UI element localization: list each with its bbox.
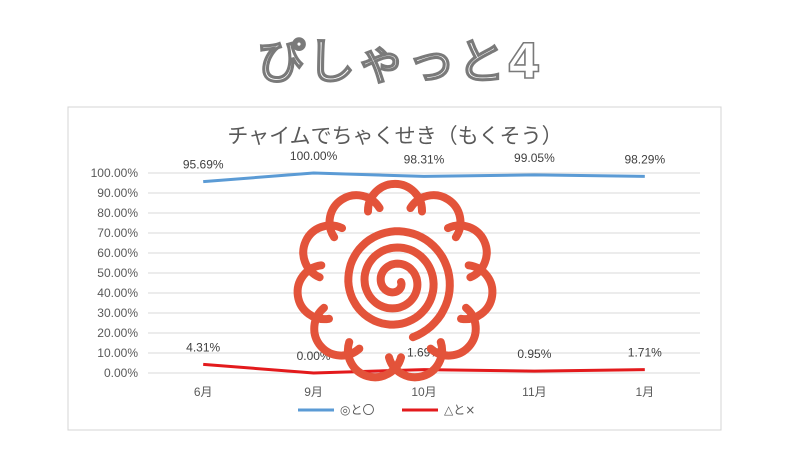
y-tick-label: 90.00%	[97, 186, 138, 200]
data-label: 100.00%	[290, 149, 338, 163]
chart-title: チャイムでちゃくせき（もくそう）	[227, 124, 562, 148]
data-label: 98.31%	[404, 152, 445, 166]
data-labels: 95.69%100.00% 98.31% 99.05% 98.29%4.31%0.00…	[183, 149, 666, 363]
data-label: 95.69%	[183, 158, 224, 172]
chart-frame	[67, 106, 722, 431]
y-tick-label: 70.00%	[97, 226, 138, 240]
y-axis-ticks: 0.00% 10.00% 20.00% 30.00% 40.00% 50.00% 60.00…	[91, 166, 139, 380]
x-tick-label: 11月	[522, 385, 546, 399]
slide-title: ぴしゃっと4	[256, 33, 543, 91]
y-tick-label: 80.00%	[97, 206, 138, 220]
data-label: 4.31%	[186, 340, 220, 354]
x-tick-label: 6月	[194, 385, 213, 399]
data-label: 0.95%	[517, 347, 551, 361]
spiral-flower-icon	[293, 179, 497, 382]
x-axis-ticks: 6月 9月 10月 11月 1月	[194, 385, 654, 399]
x-tick-label: 1月	[635, 385, 654, 399]
x-tick-label: 10月	[411, 385, 436, 399]
y-tick-label: 30.00%	[97, 306, 138, 320]
flower-petal	[325, 191, 384, 242]
y-tick-label: 60.00%	[97, 246, 138, 260]
y-tick-label: 40.00%	[97, 286, 138, 300]
y-tick-label: 20.00%	[97, 326, 138, 340]
x-tick-label: 9月	[304, 385, 323, 399]
y-tick-label: 50.00%	[97, 266, 138, 280]
legend-label: ◎と〇	[340, 403, 374, 417]
y-tick-label: 10.00%	[97, 346, 138, 360]
data-label: 1.71%	[628, 346, 662, 360]
series-lines	[203, 171, 645, 375]
legend-label: △と×	[444, 403, 475, 417]
y-tick-label: 0.00%	[104, 366, 138, 380]
data-label: 98.29%	[624, 152, 665, 166]
legend: ◎と〇 △と×	[298, 403, 475, 417]
data-label: 99.05%	[514, 151, 555, 165]
y-tick-label: 100.00%	[91, 166, 139, 180]
